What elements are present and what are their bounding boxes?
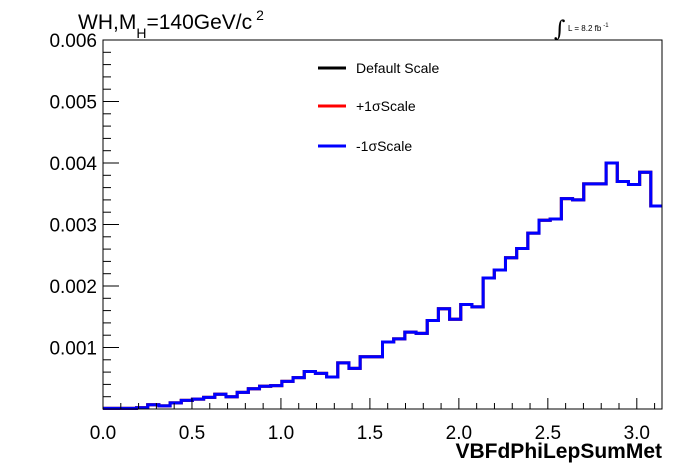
series-layer bbox=[103, 161, 662, 410]
legend-label-plus1sigma: +1σScale bbox=[356, 98, 416, 114]
x-tick-label: 1.5 bbox=[357, 423, 383, 444]
x-tick-label: 0.0 bbox=[90, 423, 116, 444]
lumi-label: L = 8.2 fb -1 bbox=[568, 23, 609, 33]
x-tick-label: 1.0 bbox=[268, 423, 294, 444]
axes-layer: 0.0 0.5 1.0 1.5 2.0 2.5 3.0 0.001 0.002 0.003 0.00… bbox=[49, 31, 656, 444]
x-axis-title: VBFdPhiLepSumMet bbox=[455, 440, 662, 463]
legend: Default Scale +1σScale -1σScale bbox=[318, 60, 439, 154]
x-tick-label: 3.0 bbox=[624, 423, 650, 444]
title-main: WH,M bbox=[78, 11, 136, 34]
title-subscript: H bbox=[136, 25, 146, 41]
x-tick-label: 2.0 bbox=[446, 423, 472, 444]
lumi-superscript: -1 bbox=[603, 23, 609, 29]
y-tick-label: 0.005 bbox=[49, 93, 97, 114]
legend-label-default: Default Scale bbox=[356, 60, 439, 76]
lumi-integral-symbol: ∫ bbox=[554, 17, 566, 42]
legend-label-minus1sigma: -1σScale bbox=[356, 138, 412, 154]
y-tick-label: 0.004 bbox=[49, 154, 97, 175]
y-tick-label: 0.002 bbox=[49, 277, 97, 298]
x-tick-label: 2.5 bbox=[535, 423, 561, 444]
y-tick-label: 0.001 bbox=[49, 339, 97, 360]
lumi-text: L = 8.2 fb bbox=[568, 24, 602, 33]
title-rest: =140GeV/c bbox=[146, 11, 252, 34]
y-tick-label: 0.006 bbox=[49, 31, 97, 52]
title-superscript: 2 bbox=[256, 7, 264, 23]
x-tick-label: 0.5 bbox=[179, 423, 205, 444]
histogram-series-2 bbox=[103, 161, 662, 410]
y-tick-label: 0.003 bbox=[49, 216, 97, 237]
chart-title: WH,MH=140GeV/c 2 bbox=[78, 7, 264, 41]
